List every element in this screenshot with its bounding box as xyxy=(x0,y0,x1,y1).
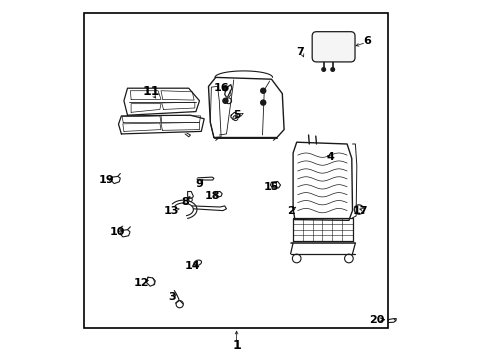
Text: 6: 6 xyxy=(362,36,370,46)
FancyBboxPatch shape xyxy=(311,32,354,62)
Circle shape xyxy=(321,68,325,71)
Text: 18: 18 xyxy=(204,191,220,201)
Text: 12: 12 xyxy=(134,278,149,288)
Circle shape xyxy=(223,98,227,103)
Text: 15: 15 xyxy=(263,182,279,192)
Circle shape xyxy=(223,86,227,91)
Text: 14: 14 xyxy=(184,261,200,271)
Text: 5: 5 xyxy=(233,110,241,120)
Text: 10: 10 xyxy=(109,227,125,237)
Text: 7: 7 xyxy=(296,47,304,57)
Text: 9: 9 xyxy=(195,179,203,189)
Text: 20: 20 xyxy=(368,315,384,325)
Circle shape xyxy=(330,68,334,71)
Ellipse shape xyxy=(193,260,201,266)
Text: 2: 2 xyxy=(287,206,295,216)
Text: 13: 13 xyxy=(164,206,179,216)
Circle shape xyxy=(260,100,265,105)
Text: 19: 19 xyxy=(99,175,114,185)
Text: 1: 1 xyxy=(232,339,241,352)
Text: 4: 4 xyxy=(326,152,334,162)
Text: 11: 11 xyxy=(142,85,159,98)
Text: 16: 16 xyxy=(213,83,228,93)
Text: 17: 17 xyxy=(352,206,368,216)
Bar xyxy=(84,13,387,328)
Text: 3: 3 xyxy=(168,292,176,302)
Text: 8: 8 xyxy=(181,197,188,207)
Circle shape xyxy=(260,88,265,93)
